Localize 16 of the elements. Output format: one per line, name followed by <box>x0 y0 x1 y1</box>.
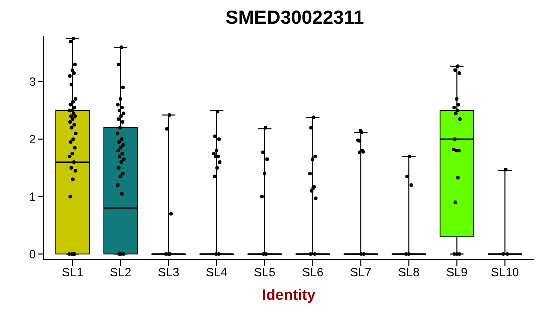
x-tick-label: SL4 <box>206 266 228 280</box>
y-tick-label: 3 <box>29 75 36 90</box>
x-tick-label: SL7 <box>350 266 372 280</box>
x-tick-label: SL8 <box>398 266 420 280</box>
x-tick-label: SL6 <box>302 266 324 280</box>
y-tick-label: 2 <box>29 132 36 147</box>
x-tick-label: SL1 <box>62 266 84 280</box>
x-axis-title: Identity <box>262 287 316 304</box>
y-tick-label: 1 <box>29 190 36 204</box>
x-tick-label: SL2 <box>110 266 132 280</box>
x-tick-label: SL9 <box>446 266 468 280</box>
y-tick-label: 0 <box>29 248 36 262</box>
chart-title: SMED30022311 <box>224 8 366 31</box>
x-tick-label: SL10 <box>491 266 520 280</box>
x-tick-label: SL3 <box>158 266 180 280</box>
x-tick-label: SL5 <box>254 266 276 280</box>
